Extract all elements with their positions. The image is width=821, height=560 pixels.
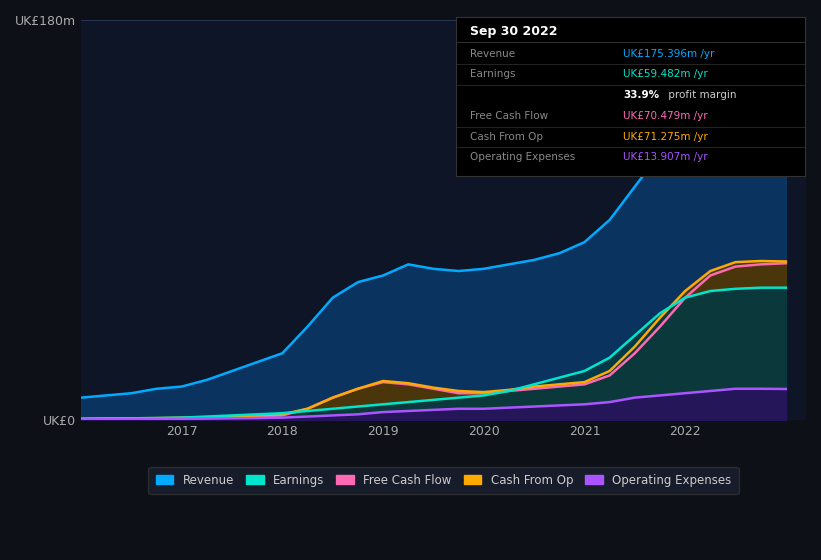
Text: Free Cash Flow: Free Cash Flow	[470, 111, 548, 121]
Text: Revenue: Revenue	[470, 49, 515, 59]
Legend: Revenue, Earnings, Free Cash Flow, Cash From Op, Operating Expenses: Revenue, Earnings, Free Cash Flow, Cash …	[149, 467, 739, 494]
Text: 33.9%: 33.9%	[623, 90, 659, 100]
Text: Earnings: Earnings	[470, 69, 515, 80]
Text: Sep 30 2022: Sep 30 2022	[470, 25, 557, 38]
Text: UK£71.275m /yr: UK£71.275m /yr	[623, 132, 708, 142]
Text: UK£59.482m /yr: UK£59.482m /yr	[623, 69, 708, 80]
Text: UK£70.479m /yr: UK£70.479m /yr	[623, 111, 708, 121]
Text: Cash From Op: Cash From Op	[470, 132, 543, 142]
Text: profit margin: profit margin	[665, 90, 736, 100]
Text: Operating Expenses: Operating Expenses	[470, 152, 575, 162]
Text: UK£175.396m /yr: UK£175.396m /yr	[623, 49, 714, 59]
Text: UK£13.907m /yr: UK£13.907m /yr	[623, 152, 708, 162]
